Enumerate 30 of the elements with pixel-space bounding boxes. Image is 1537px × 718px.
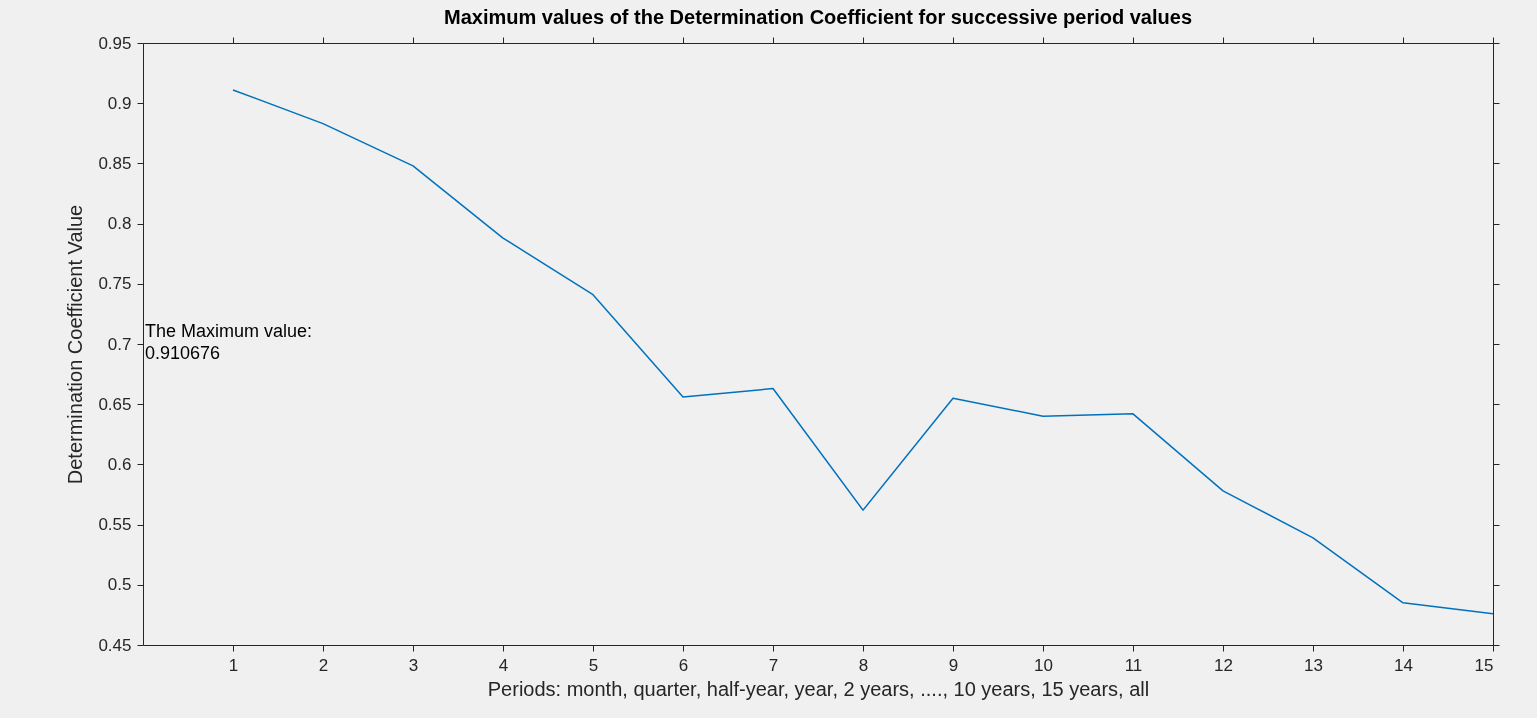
x-tick-label: 2 [318,655,329,675]
x-tick-label: 1 [228,655,239,675]
x-tick-label: 13 [1304,655,1323,675]
x-tick-label: 6 [678,655,689,675]
x-tick-label: 3 [408,655,419,675]
y-tick-label: 0.45 [98,635,132,655]
y-tick-label: 0.65 [98,394,132,414]
x-tick-label: 15 [1474,655,1494,675]
x-tick-label: 9 [948,655,959,675]
y-tick-label: 0.55 [98,515,132,535]
chart-title: Maximum values of the Determination Coefficient for successive period values [444,6,1192,28]
y-tick-label: 0.7 [107,334,132,354]
x-axis-title: Periods: month, quarter, half-year, year, 2 years, ...., 10 years, 15 years, all [487,677,1150,700]
x-tick-label: 4 [498,655,509,675]
y-tick-label: 0.5 [107,575,132,595]
x-tick-label: 5 [588,655,599,675]
x-tick-label: 12 [1214,655,1233,675]
x-tick-label: 11 [1124,655,1143,675]
x-tick-label: 8 [858,655,869,675]
annotation: The Maximum value: 0.910676 [145,321,313,363]
y-tick-label: 0.75 [98,274,132,294]
y-axis-title: Determination Coefficient Value [64,204,87,485]
x-tick-label: 7 [768,655,779,675]
y-tick-label: 0.95 [98,33,132,53]
x-tick-label: 14 [1394,655,1413,675]
y-tick-label: 0.85 [98,153,132,173]
y-tick-label: 0.9 [107,93,132,113]
x-tick-label: 10 [1034,655,1053,675]
y-tick-label: 0.6 [107,454,132,474]
y-tick-label: 0.8 [107,214,132,234]
